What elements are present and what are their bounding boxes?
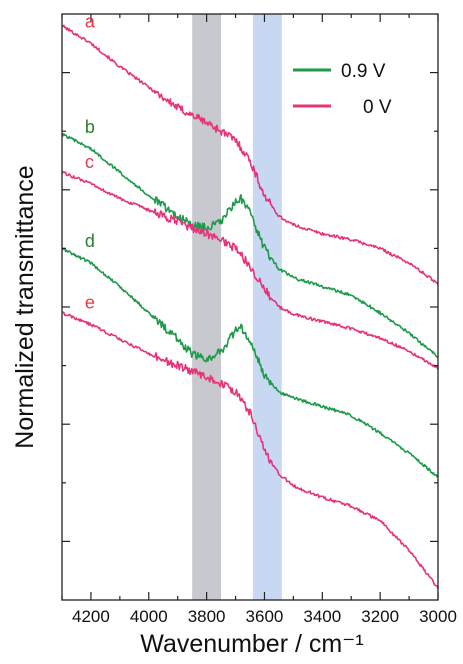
curve-labels: a bc d e — [85, 11, 96, 312]
series-lines — [61, 24, 439, 590]
series-line-d — [61, 247, 439, 478]
x-axis-title: Wavenumber / cm⁻¹ — [140, 630, 363, 658]
x-tick-label-4000: 4000 — [130, 607, 168, 626]
curve-label-e: e — [85, 293, 95, 313]
curve-label-a: a — [85, 11, 96, 31]
x-tick-label-3200: 3200 — [361, 607, 399, 626]
legend: 0.9 V 0 V — [293, 61, 392, 118]
series-line-e — [62, 311, 439, 590]
y-axis-title: Normalized transmittance — [11, 165, 39, 448]
highlight-bands — [192, 14, 282, 600]
highlight-band-0 — [192, 14, 222, 600]
highlight-band-1 — [252, 14, 282, 600]
x-tick-label-3000: 3000 — [419, 607, 457, 626]
x-tick-label-4200: 4200 — [72, 607, 110, 626]
legend-label-0v: 0 V — [363, 97, 392, 118]
x-tick-label-3400: 3400 — [303, 607, 341, 626]
series-line-a — [62, 24, 439, 286]
axis-ticks: 4200 4000 3800 3600 3400 3200 3000 — [61, 14, 457, 626]
series-line-c — [61, 171, 439, 370]
curve-label-b: b — [85, 117, 95, 137]
series-line-b — [61, 133, 439, 358]
curve-label-d: d — [85, 231, 95, 251]
x-tick-label-3800: 3800 — [188, 607, 226, 626]
curve-label-c: c — [85, 152, 94, 172]
x-tick-label-3600: 3600 — [246, 607, 284, 626]
legend-label-0-9v: 0.9 V — [341, 61, 386, 82]
